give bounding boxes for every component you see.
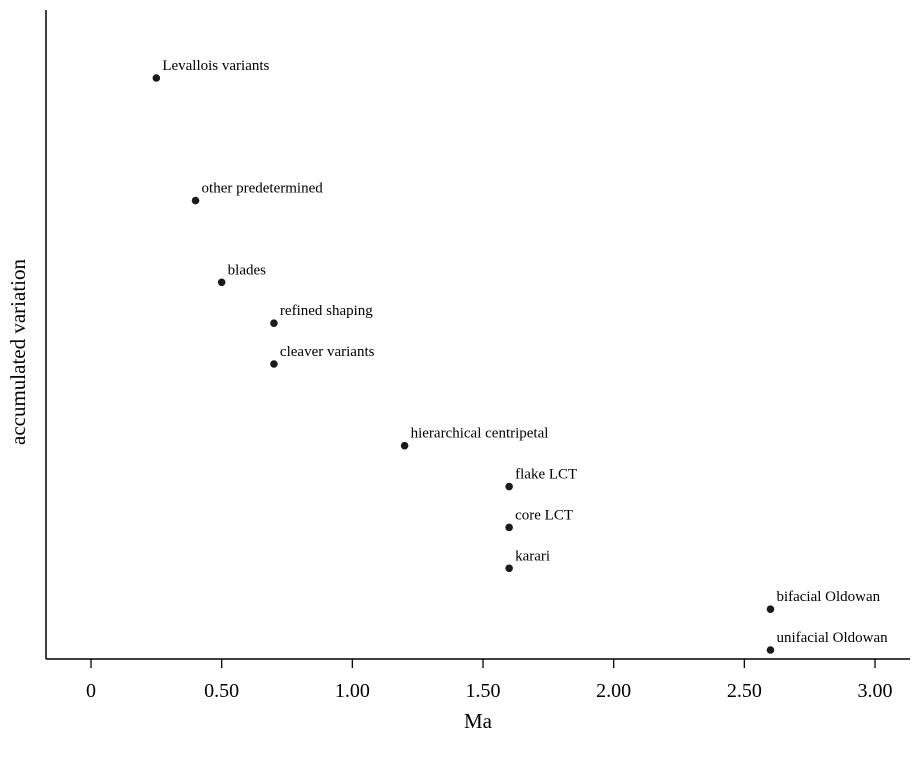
axes [45,10,910,660]
data-point-label: unifacial Oldowan [776,630,888,646]
y-axis-label: accumulated variation [6,259,30,445]
data-point-label: refined shaping [280,303,373,319]
x-ticks: 0 0.50 1.00 1.50 2.00 2.50 3.00 [86,659,893,702]
data-point [191,196,200,205]
data-point [766,646,775,654]
data-points [152,74,775,654]
data-point-label: Levallois variants [162,58,269,74]
x-tick-label: 0 [86,680,96,702]
x-tick-label: 2.00 [596,680,631,702]
x-tick-label: 1.00 [335,680,370,702]
x-tick-label: 3.00 [858,680,893,702]
point-labels: Levallois variants other predetermined bla… [162,58,888,646]
data-point-label: flake LCT [515,467,577,483]
data-point [217,278,226,287]
x-tick-label: 2.50 [727,680,762,702]
data-point [400,441,409,450]
data-point [505,564,513,573]
data-point-label: cleaver variants [280,344,375,360]
data-point-label: bifacial Oldowan [776,589,880,605]
data-point-label: other predetermined [202,181,324,197]
data-point [152,74,161,82]
data-point [270,319,278,327]
x-tick-label: 1.50 [466,680,501,702]
data-point [505,523,513,532]
x-tick-label: 0.50 [204,680,239,702]
data-point-label: karari [515,548,550,564]
data-point [505,482,513,491]
data-point [766,605,775,613]
data-point-label: blades [228,262,266,278]
data-point-label: hierarchical centripetal [411,426,549,442]
data-point-label: core LCT [515,507,573,523]
x-axis-label: Ma [464,709,493,733]
data-point [270,360,278,368]
